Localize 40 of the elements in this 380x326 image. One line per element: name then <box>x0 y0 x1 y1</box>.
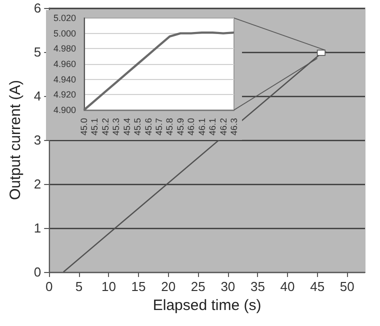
x-axis-title: Elapsed time (s) <box>152 296 262 314</box>
y-axis-title: Output current (A) <box>7 80 24 200</box>
x-tick-label: 25 <box>190 279 206 294</box>
x-tick-label: 45.5 <box>132 118 143 136</box>
y-tick-label: 4.980 <box>53 44 76 54</box>
x-tick-label: 46.0 <box>186 118 196 136</box>
y-tick-label: 5.000 <box>53 28 76 38</box>
y-tick-label: 4.900 <box>53 105 76 115</box>
x-tick-label: 46.1 <box>196 118 207 136</box>
x-tick-label: 45.6 <box>143 118 154 136</box>
x-tick-label: 15 <box>131 279 146 294</box>
x-tick-label: 45.9 <box>175 118 186 136</box>
x-tick-label: 45.7 <box>154 118 164 136</box>
x-tick-label: 45.2 <box>100 118 110 136</box>
y-tick-label: 4.960 <box>53 59 76 69</box>
x-tick-label: 45.3 <box>111 118 122 136</box>
x-tick-label: 46.1 <box>208 118 218 136</box>
y-tick-label: 2 <box>34 176 42 192</box>
x-tick-label: 45.1 <box>90 118 100 136</box>
x-tick-label: 20 <box>161 279 176 294</box>
x-tick-label: 45.0 <box>79 118 89 136</box>
y-tick-label: 5 <box>34 44 42 60</box>
x-tick-label: 46.2 <box>218 118 228 136</box>
y-tick-label: 5.020 <box>53 13 76 23</box>
y-tick-label: 4.920 <box>53 90 76 100</box>
y-tick-label: 0 <box>34 264 42 280</box>
x-tick-label: 30 <box>220 279 236 294</box>
x-tick-label: 46.3 <box>229 118 239 136</box>
x-tick-label: 45.8 <box>164 118 175 136</box>
x-tick-label: 45.4 <box>122 118 132 136</box>
x-tick-label: 50 <box>340 279 354 294</box>
y-tick-label: 6 <box>34 0 42 16</box>
x-tick-label: 35 <box>250 279 265 294</box>
x-tick-label: 45 <box>310 279 325 294</box>
y-tick-label: 4 <box>34 88 42 104</box>
y-tick-label: 1 <box>34 220 42 236</box>
y-tick-label: 3 <box>34 132 42 148</box>
y-tick-label: 4.940 <box>53 74 76 84</box>
x-tick-label: 10 <box>101 279 116 294</box>
x-tick-label: 40 <box>280 279 295 294</box>
